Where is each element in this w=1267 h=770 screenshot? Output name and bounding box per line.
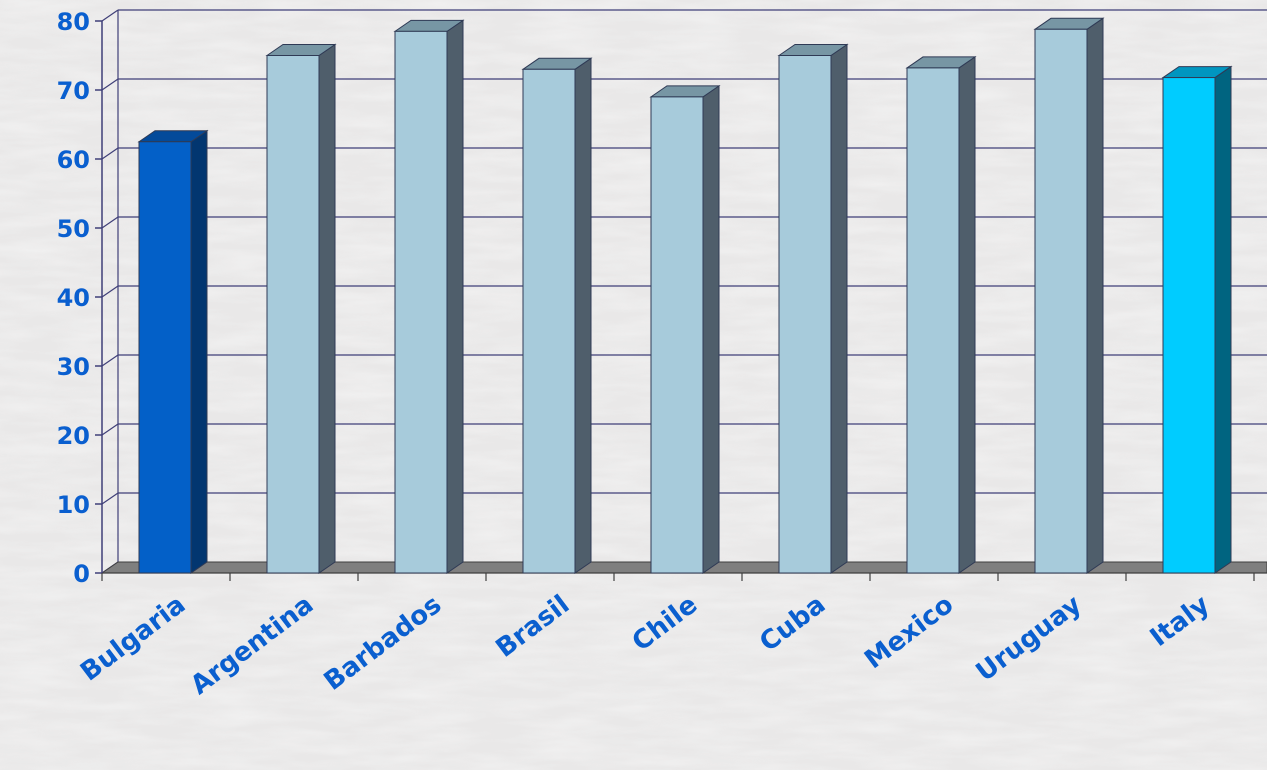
y-tick-label: 80 xyxy=(57,8,90,36)
bar-side xyxy=(702,84,720,574)
y-axis xyxy=(95,20,1255,581)
bar-bulgaria xyxy=(137,129,209,574)
gridline-depth xyxy=(101,285,119,298)
y-tick-label: 20 xyxy=(57,422,90,450)
gridline-depth xyxy=(101,9,119,22)
bar-mexico xyxy=(905,55,977,574)
bar-side xyxy=(830,43,848,574)
bar-barbados xyxy=(393,19,465,574)
gridline-depth xyxy=(101,492,119,505)
gridline-depth xyxy=(101,423,119,436)
bar-front xyxy=(394,30,448,574)
bar-front xyxy=(906,67,960,574)
bar-front xyxy=(1162,77,1216,574)
bar-front xyxy=(522,68,576,574)
y-tick-label: 0 xyxy=(73,560,90,588)
bar-uruguay xyxy=(1033,17,1105,574)
bar-chile xyxy=(649,84,721,574)
bar-front xyxy=(266,55,320,574)
bar-front xyxy=(1034,28,1088,574)
bar-front xyxy=(138,141,192,574)
gridline-depth xyxy=(101,147,119,160)
bar-front xyxy=(650,96,704,574)
y-tick-label: 60 xyxy=(57,146,90,174)
bar-italy xyxy=(1161,65,1233,574)
gridline-depth xyxy=(101,216,119,229)
y-tick-labels: 0 10 20 30 40 50 60 70 80 xyxy=(57,8,90,588)
bar-side xyxy=(318,43,336,574)
bar-side xyxy=(958,55,976,574)
bar-side xyxy=(190,129,208,574)
y-tick-label: 50 xyxy=(57,215,90,243)
bar-side xyxy=(446,19,464,574)
y-tick-label: 40 xyxy=(57,284,90,312)
bar-brasil xyxy=(521,57,593,574)
gridline-depth xyxy=(101,78,119,91)
bar-side xyxy=(1086,17,1104,574)
y-tick-label: 10 xyxy=(57,491,90,519)
y-tick-label: 30 xyxy=(57,353,90,381)
bar-front xyxy=(778,55,832,574)
y-tick-label: 70 xyxy=(57,77,90,105)
gridline-depth xyxy=(101,354,119,367)
bar-side xyxy=(1214,65,1232,574)
bar-cuba xyxy=(777,43,849,574)
bar-side xyxy=(574,57,592,574)
bars xyxy=(137,17,1233,574)
bar-argentina xyxy=(265,43,337,574)
